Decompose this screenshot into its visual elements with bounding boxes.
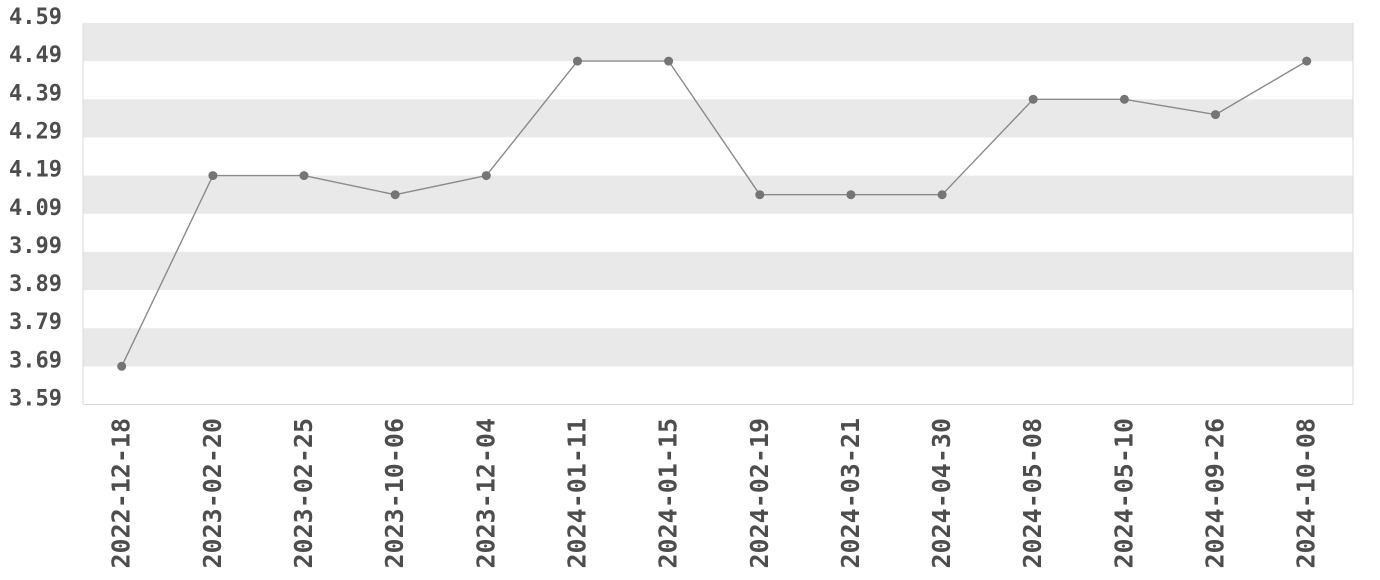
data-point: [481, 171, 491, 181]
data-point: [937, 190, 947, 200]
x-axis-tick-label: 2024-09-26: [1201, 418, 1230, 569]
gridline-band: [83, 175, 1353, 214]
y-axis-tick-label: 3.79: [9, 310, 62, 335]
data-point: [208, 171, 218, 181]
x-axis-tick-label: 2024-10-08: [1292, 418, 1321, 569]
gridline-band: [83, 328, 1353, 367]
y-axis-tick-label: 4.39: [9, 81, 62, 106]
x-axis-tick-label: 2024-01-11: [563, 418, 592, 569]
data-point: [117, 361, 127, 371]
x-axis-tick-label: 2024-05-10: [1109, 418, 1138, 569]
x-axis-tick-label: 2024-03-21: [836, 418, 865, 569]
y-axis-tick-label: 4.19: [9, 158, 62, 183]
y-axis-tick-label: 4.59: [9, 5, 62, 30]
data-point: [664, 56, 674, 66]
x-axis-tick-label: 2023-02-20: [198, 418, 227, 569]
y-axis-tick-label: 3.59: [9, 387, 62, 412]
gridline-band: [83, 251, 1353, 291]
data-point: [299, 171, 309, 181]
x-axis-tick-label: 2023-02-25: [289, 418, 318, 569]
x-axis-tick-label: 2024-05-08: [1018, 418, 1047, 569]
x-axis-tick-label: 2023-10-06: [380, 418, 409, 569]
x-axis-tick-label: 2024-02-19: [745, 418, 774, 569]
data-point: [390, 190, 400, 200]
y-axis-tick-label: 4.29: [9, 119, 62, 144]
gridline-band: [83, 99, 1353, 138]
data-point: [846, 190, 856, 200]
data-point: [573, 56, 582, 66]
data-point: [1119, 94, 1129, 104]
x-axis-tick-label: 2022-12-18: [107, 418, 136, 569]
x-axis-tick-label: 2024-04-30: [927, 418, 956, 569]
y-axis-tick-label: 3.69: [9, 348, 62, 373]
gridline-band: [83, 23, 1353, 62]
data-point: [1211, 110, 1220, 120]
data-point: [755, 190, 765, 200]
x-axis-tick-label: 2024-01-15: [654, 418, 683, 569]
y-axis-tick-label: 4.49: [9, 43, 62, 68]
y-axis-tick-label: 3.99: [9, 234, 62, 259]
y-axis-tick-label: 4.09: [9, 196, 62, 221]
data-point: [1028, 94, 1038, 104]
data-line: [120, 60, 1308, 367]
data-point: [1302, 56, 1312, 66]
y-axis-tick-label: 3.89: [9, 272, 62, 297]
x-axis-tick-label: 2023-12-04: [471, 418, 500, 569]
